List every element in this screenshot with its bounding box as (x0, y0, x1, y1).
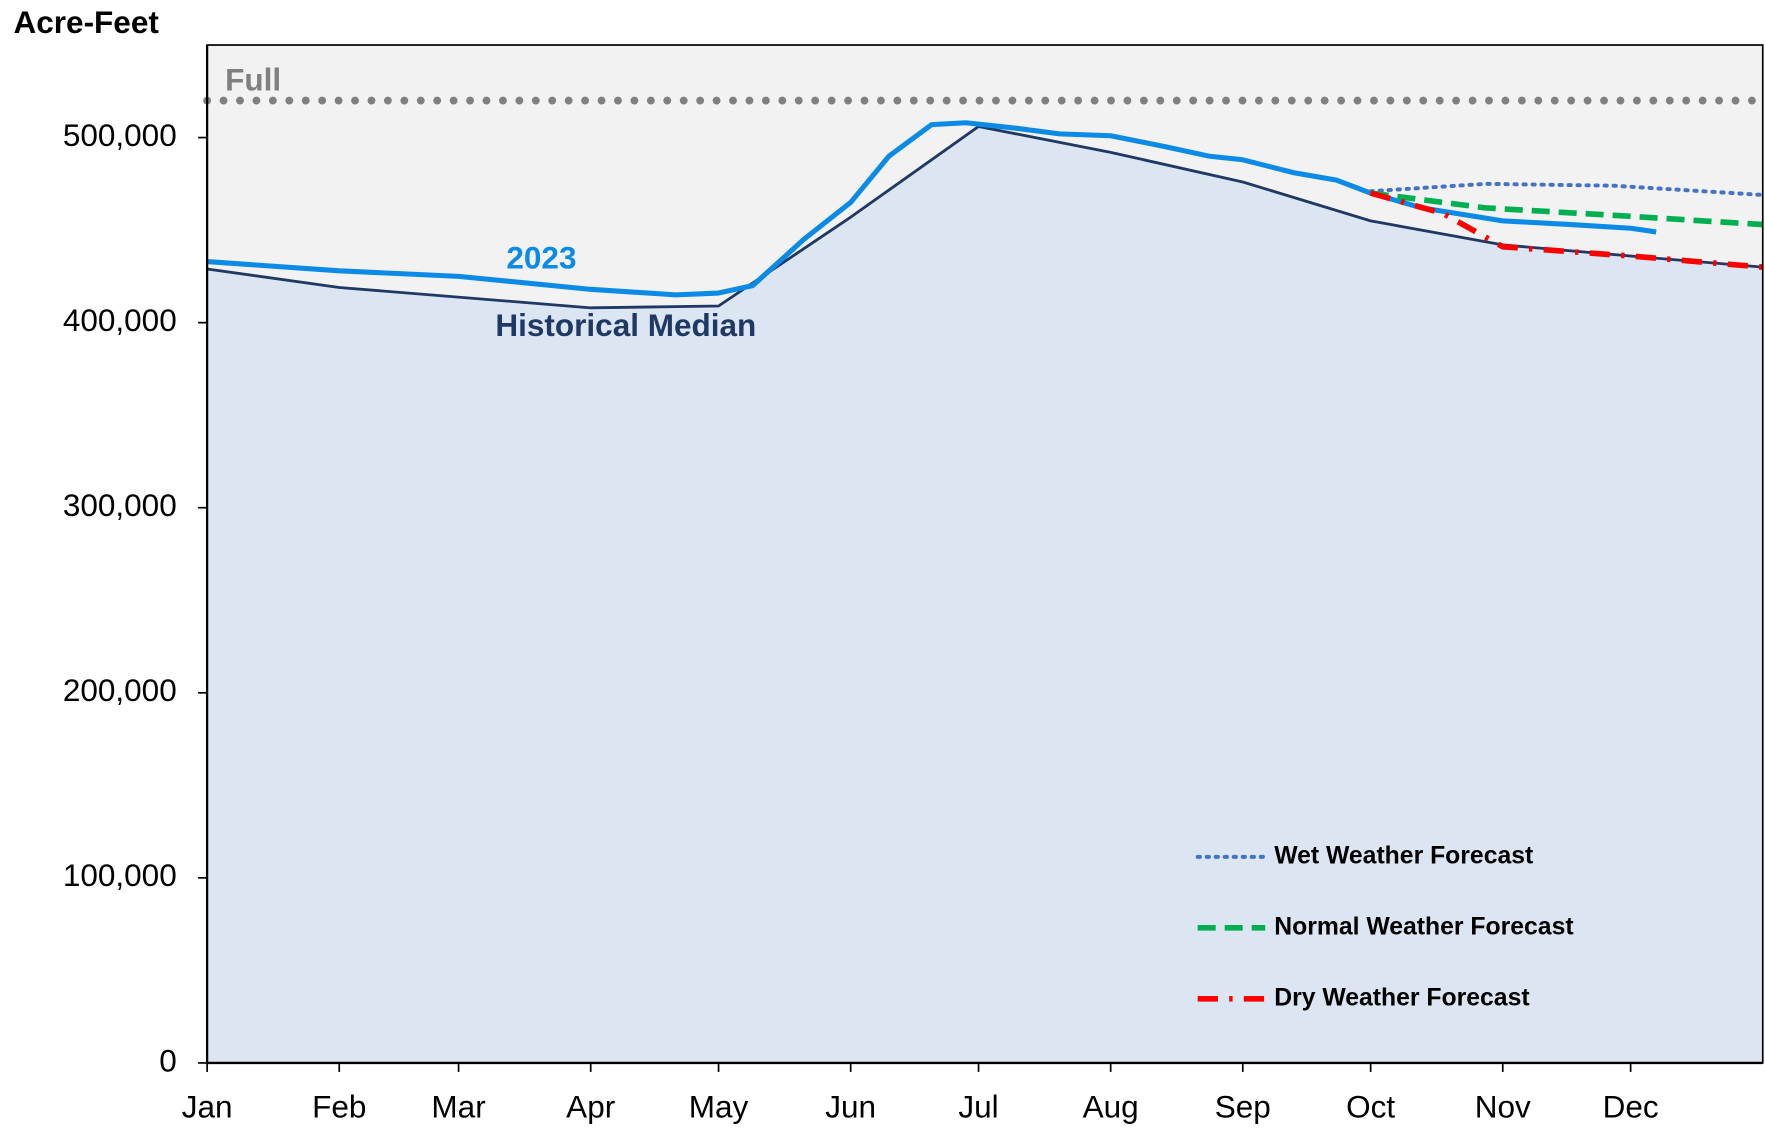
y-axis-title: Acre-Feet (14, 4, 160, 40)
x-tick-label: Apr (566, 1088, 615, 1124)
legend-label: Normal Weather Forecast (1274, 913, 1573, 940)
x-tick-label: Jun (825, 1088, 876, 1124)
legend-label: Wet Weather Forecast (1274, 842, 1533, 869)
x-tick-label: Oct (1346, 1088, 1395, 1124)
legend-label: Dry Weather Forecast (1274, 984, 1529, 1011)
line (1369, 190, 1763, 270)
x-tick-label: May (689, 1088, 749, 1124)
area (207, 126, 1763, 1063)
y-tick-label: 0 (159, 1042, 177, 1078)
x-tick-label: Aug (1083, 1088, 1139, 1124)
line (1370, 190, 1763, 228)
x-tick-label: Feb (312, 1088, 366, 1124)
line (1368, 181, 1765, 197)
line-annotation: Historical Median (495, 307, 756, 343)
x-tick-label: Dec (1603, 1088, 1659, 1124)
y-tick-label: 500,000 (63, 117, 177, 153)
x-tick-label: Jul (958, 1088, 998, 1124)
x-tick-label: Sep (1215, 1088, 1271, 1124)
x-tick-label: Jan (182, 1088, 233, 1124)
line (206, 120, 1657, 298)
line (206, 125, 1763, 310)
line-annotation: 2023 (506, 239, 576, 275)
x-tick-label: Nov (1475, 1088, 1531, 1124)
line-annotation: Full (225, 62, 281, 98)
y-tick-label: 200,000 (63, 672, 177, 708)
y-tick-label: 100,000 (63, 857, 177, 893)
y-tick-label: 300,000 (63, 487, 177, 523)
x-tick-label: Mar (431, 1088, 485, 1124)
y-tick-label: 400,000 (63, 302, 177, 338)
